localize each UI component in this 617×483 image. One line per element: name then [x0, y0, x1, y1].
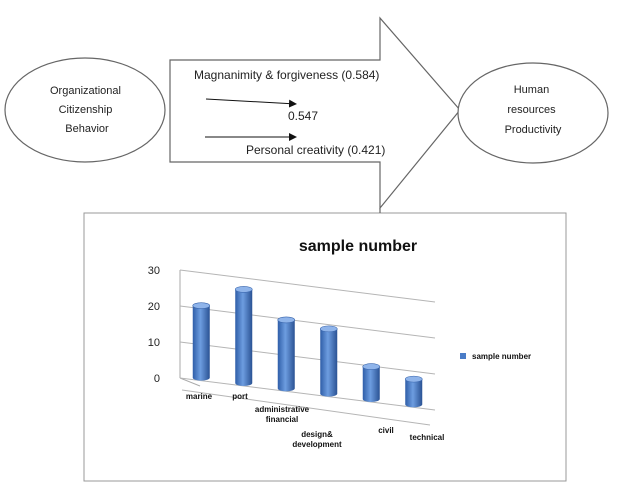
magnanimity-label: Magnanimity & forgiveness (0.584) [194, 68, 379, 82]
x-tick-label: civil [378, 426, 394, 435]
chart-gridlines [179, 269, 436, 426]
ocb-label-line-1: Organizational [50, 85, 121, 97]
x-tick-label: technical [410, 433, 445, 442]
gridline [179, 377, 436, 411]
bar-top [277, 316, 296, 324]
ocb-coefficient-label: 0.547 [288, 109, 318, 123]
y-tick-label: 0 [154, 373, 160, 385]
y-tick-labels: 0 10 20 30 [148, 265, 160, 385]
y-tick-label: 30 [148, 265, 160, 277]
chart-title: sample number [299, 238, 417, 255]
bar-2 [277, 316, 296, 392]
bar-top [192, 302, 211, 309]
arrow-line-top [205, 98, 297, 108]
hr-label-line-1: Human [514, 84, 549, 96]
bar-3 [319, 325, 338, 397]
hr-label-line-3: Productivity [505, 124, 562, 136]
bar-body [405, 379, 423, 408]
svg-text:Organizational Citizenship: Organizational Citizenship Behavior [50, 85, 124, 135]
bar-top [319, 325, 338, 333]
chart-bars [192, 286, 423, 408]
bar-body [192, 305, 210, 381]
bar-body [235, 289, 253, 386]
bar-body [277, 319, 295, 392]
bar-top [404, 375, 423, 383]
legend-label: sample number [472, 352, 531, 361]
bar-top [234, 286, 253, 293]
legend-swatch [460, 353, 466, 359]
ocb-node [4, 57, 166, 163]
gridline [179, 269, 436, 303]
svg-text:Human resources Produc: Human resources Productivity [505, 84, 562, 136]
chart-frame [83, 212, 567, 482]
x-tick-label: design& development [292, 430, 342, 449]
bar-top [362, 363, 381, 370]
y-tick-label: 10 [148, 337, 160, 349]
creativity-label: Personal creativity (0.421) [246, 143, 385, 157]
hr-label-line-2: resources [507, 104, 556, 116]
x-tick-label: administrative financial [255, 405, 310, 424]
ocb-label-line-3: Behavior [65, 123, 109, 135]
y-tick-label: 20 [148, 301, 160, 313]
big-arrow-shape [169, 16, 461, 210]
hr-productivity-node [457, 62, 609, 164]
gridline [179, 341, 436, 375]
bar-body [320, 328, 338, 397]
x-tick-label: port [232, 392, 248, 401]
bar-0 [192, 302, 211, 381]
bar-5 [404, 375, 423, 408]
bar-4 [362, 363, 381, 402]
bar-body [362, 366, 380, 402]
chart-floor-edge [181, 389, 431, 426]
x-tick-labels: marine port administrative financial design&… [186, 392, 444, 449]
bar-1 [234, 286, 253, 386]
ocb-label-line-2: Citizenship [59, 104, 113, 116]
chart-axes [179, 270, 201, 387]
x-tick-label: marine [186, 392, 213, 401]
gridline [179, 305, 436, 339]
